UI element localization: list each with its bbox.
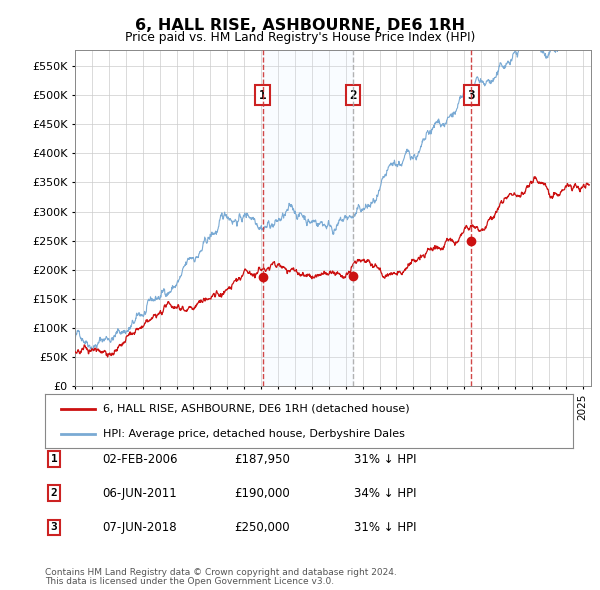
Text: 3: 3 [467,88,475,101]
Text: 2: 2 [349,88,357,101]
Text: This data is licensed under the Open Government Licence v3.0.: This data is licensed under the Open Gov… [45,578,334,586]
Text: £187,950: £187,950 [234,453,290,466]
Text: Contains HM Land Registry data © Crown copyright and database right 2024.: Contains HM Land Registry data © Crown c… [45,568,397,577]
Text: 6, HALL RISE, ASHBOURNE, DE6 1RH (detached house): 6, HALL RISE, ASHBOURNE, DE6 1RH (detach… [103,404,410,414]
Text: Price paid vs. HM Land Registry's House Price Index (HPI): Price paid vs. HM Land Registry's House … [125,31,475,44]
Text: £250,000: £250,000 [234,521,290,534]
Text: 6, HALL RISE, ASHBOURNE, DE6 1RH: 6, HALL RISE, ASHBOURNE, DE6 1RH [135,18,465,32]
Text: 34% ↓ HPI: 34% ↓ HPI [354,487,416,500]
Text: 31% ↓ HPI: 31% ↓ HPI [354,453,416,466]
Text: HPI: Average price, detached house, Derbyshire Dales: HPI: Average price, detached house, Derb… [103,429,405,439]
Text: 02-FEB-2006: 02-FEB-2006 [102,453,178,466]
Text: 1: 1 [50,454,58,464]
Text: 31% ↓ HPI: 31% ↓ HPI [354,521,416,534]
Text: 06-JUN-2011: 06-JUN-2011 [102,487,177,500]
Text: 2: 2 [50,489,58,498]
Text: 1: 1 [259,88,266,101]
Text: 07-JUN-2018: 07-JUN-2018 [102,521,176,534]
Text: £190,000: £190,000 [234,487,290,500]
Text: 3: 3 [50,523,58,532]
Bar [263,50,353,386]
